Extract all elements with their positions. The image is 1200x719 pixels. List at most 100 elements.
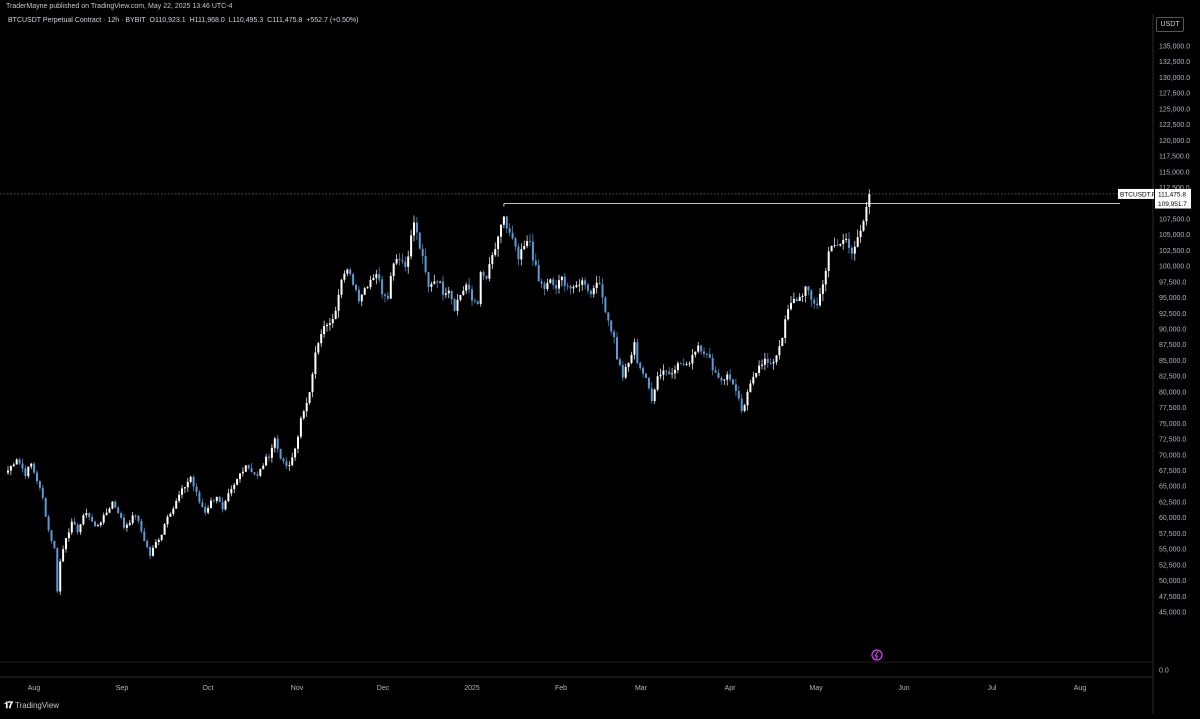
candle xyxy=(302,409,305,421)
price-tick-label: 92,500.0 xyxy=(1159,311,1186,318)
time-tick-label: Jul xyxy=(988,685,997,692)
candle xyxy=(369,275,372,290)
candle xyxy=(624,363,627,380)
alert-icon[interactable] xyxy=(871,649,883,661)
candle xyxy=(633,338,636,360)
price-tick-zero: 0.0 xyxy=(1159,668,1169,675)
price-tick-label: 50,000.0 xyxy=(1159,578,1186,585)
candle xyxy=(592,285,595,298)
candle xyxy=(723,378,726,385)
candle xyxy=(343,270,346,283)
candle xyxy=(450,290,453,305)
candle xyxy=(743,403,746,413)
time-tick-label: May xyxy=(809,685,823,692)
candle xyxy=(546,278,549,292)
candle xyxy=(827,246,830,278)
candle xyxy=(726,371,729,386)
candle xyxy=(183,486,186,494)
candle xyxy=(703,347,705,358)
chart-area[interactable]: Aug Sep Oct Nov Dec 2025 Feb Mar Apr May Jun Jul Aug xyxy=(0,0,1154,714)
candle xyxy=(534,253,537,267)
candle xyxy=(105,508,108,516)
candle xyxy=(192,474,195,492)
candle xyxy=(227,488,230,503)
time-tick-label: Dec xyxy=(377,685,390,692)
candle xyxy=(352,272,355,286)
candle xyxy=(676,361,679,374)
candle xyxy=(381,275,384,299)
price-tick-label: 125,000.0 xyxy=(1159,106,1190,113)
price-tick-label: 85,000.0 xyxy=(1159,358,1186,365)
price-tick-label: 82,500.0 xyxy=(1159,374,1186,381)
candle xyxy=(186,477,189,492)
candle xyxy=(44,497,47,517)
candle xyxy=(157,537,160,546)
candle xyxy=(758,360,761,376)
candle xyxy=(798,293,801,302)
candle xyxy=(674,365,676,380)
symbol-legend[interactable]: BTCUSDT Perpetual Contract · 12h · BYBIT… xyxy=(8,17,360,24)
candle xyxy=(418,232,421,250)
candle xyxy=(210,497,212,509)
candle xyxy=(639,361,642,371)
price-tick-label: 107,500.0 xyxy=(1159,216,1190,223)
candle xyxy=(795,297,798,303)
candle xyxy=(801,293,804,302)
candle xyxy=(154,538,157,549)
candle xyxy=(21,458,24,473)
candle xyxy=(317,341,320,355)
candle xyxy=(584,277,587,290)
candle xyxy=(807,286,810,296)
candle xyxy=(24,465,27,479)
candle xyxy=(120,511,123,520)
candle xyxy=(79,523,82,535)
candle xyxy=(76,523,79,535)
currency-button[interactable]: USDT xyxy=(1156,17,1184,32)
candle xyxy=(372,274,375,281)
price-axis[interactable]: 135,000.0 132,500.0 130,000.0 127,500.0 125,… xyxy=(1154,14,1200,714)
candle xyxy=(270,444,273,463)
candle xyxy=(230,485,233,497)
candle xyxy=(859,224,862,243)
candle xyxy=(816,297,819,310)
price-chart-svg[interactable]: Aug Sep Oct Nov Dec 2025 Feb Mar Apr May Jun Jul Aug xyxy=(0,0,1154,714)
price-tick-label: 47,500.0 xyxy=(1159,594,1186,601)
candle xyxy=(781,337,784,347)
candle xyxy=(308,392,311,405)
candle xyxy=(444,287,447,299)
candle xyxy=(282,457,285,464)
candle xyxy=(160,534,163,542)
time-tick-label: Sep xyxy=(116,685,129,692)
candle xyxy=(685,361,688,367)
candle xyxy=(790,296,792,311)
price-tick-label: 127,500.0 xyxy=(1159,91,1190,98)
candle xyxy=(636,338,639,365)
candle xyxy=(682,358,685,367)
candle xyxy=(497,235,500,257)
candle xyxy=(297,435,299,453)
candle xyxy=(207,505,210,515)
price-tick-label: 60,000.0 xyxy=(1159,515,1186,522)
price-tick-label: 130,000.0 xyxy=(1159,75,1190,82)
candle xyxy=(491,251,494,270)
time-tick-label: Jun xyxy=(898,685,909,692)
candle xyxy=(836,239,839,247)
price-tick-label: 120,000.0 xyxy=(1159,138,1190,145)
candle xyxy=(114,500,117,509)
candle xyxy=(700,344,703,355)
candle xyxy=(494,242,497,257)
footer-brand[interactable]: 𝟏𝟕 TradingView xyxy=(4,698,59,712)
candle xyxy=(558,274,560,294)
candle xyxy=(471,285,473,306)
candle xyxy=(94,520,96,527)
candle xyxy=(749,379,752,393)
candle xyxy=(697,341,700,354)
candle xyxy=(720,376,723,385)
candle xyxy=(572,284,575,294)
candle xyxy=(189,475,192,484)
candle xyxy=(479,270,482,307)
candle xyxy=(340,278,343,299)
candle xyxy=(613,329,616,344)
time-tick-label: Feb xyxy=(555,685,567,692)
candle xyxy=(456,294,459,316)
